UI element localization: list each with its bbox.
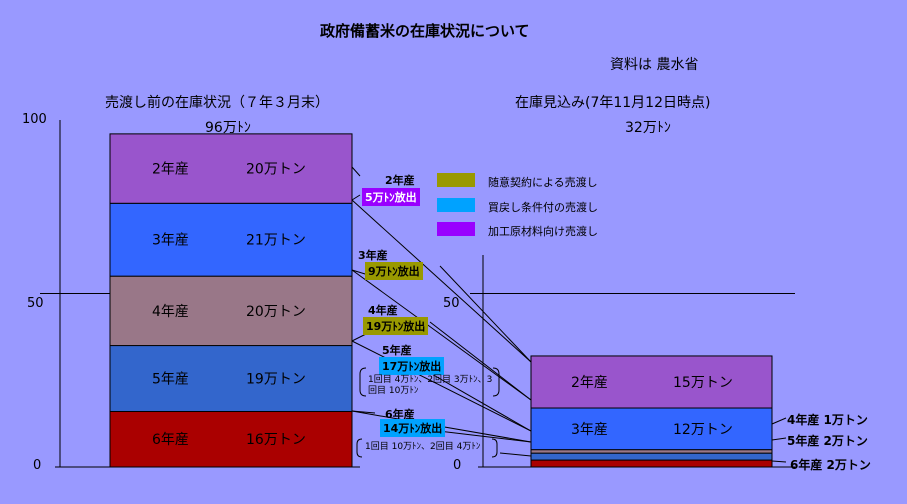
- left-bar-segment-6年産: [109, 410, 353, 468]
- connector-line-2: [351, 199, 532, 363]
- release-year-5: 5年産: [382, 344, 412, 357]
- left-chart-heading: 売渡し前の在庫状況（７年３月末）: [105, 95, 329, 111]
- right-y-tick-50: 50: [443, 296, 460, 311]
- connector-line-15: [771, 437, 787, 441]
- right-bar-segment-3年産: [530, 407, 773, 451]
- left-bar-year-6年産: 6年産: [152, 432, 189, 448]
- side-label-6nensan: 6年産 2万トン: [790, 458, 871, 472]
- left-bar-segment-3年産: [109, 202, 353, 277]
- left-bar-value-3年産: 21万トン: [246, 233, 306, 249]
- connector-line-14: [771, 417, 787, 425]
- right-bar-year-2年産: 2年産: [571, 375, 608, 391]
- left-bar-segment-2年産: [109, 133, 353, 204]
- release-detail-5: 1回目 4万ﾄﾝ、2回目 3万ﾄﾝ、3回目 10万ﾄﾝ: [368, 375, 493, 396]
- detail-bracket-right-6: [491, 438, 498, 458]
- right-bar-segment-4年産: [530, 449, 773, 454]
- left-bar-year-2年産: 2年産: [152, 162, 189, 178]
- connector-line-5: [351, 333, 367, 342]
- left-bar-value-6年産: 16万トン: [246, 432, 306, 448]
- legend-label-zuii: 随意契約による売渡し: [488, 176, 598, 189]
- left-bar-segment-5年産: [109, 345, 353, 412]
- release-year-4: 4年産: [368, 304, 398, 317]
- left-bar-year-3年産: 3年産: [152, 233, 189, 249]
- left-bar-segment-4年産: [109, 275, 353, 347]
- connector-line-0: [351, 166, 361, 177]
- legend-label-kaimodoshi: 買戻し条件付の売渡し: [488, 201, 598, 214]
- release-amount-5: 17万ﾄﾝ放出: [379, 357, 445, 375]
- connector-line-4: [351, 269, 532, 401]
- left-y-tick-50: 50: [27, 296, 44, 311]
- release-detail-6: 1回目 10万ﾄﾝ、2回目 4万ﾄﾝ: [365, 442, 481, 452]
- release-year-2: 2年産: [385, 174, 415, 187]
- right-bar-year-3年産: 3年産: [571, 422, 608, 438]
- connector-line-16: [771, 460, 787, 463]
- left-bar-value-4年産: 20万トン: [246, 304, 306, 320]
- connector-line-10: [429, 321, 532, 401]
- chart-title: 政府備蓄米の在庫状況について: [320, 22, 530, 40]
- side-label-5nensan: 5年産 2万トン: [787, 434, 868, 448]
- connector-line-1: [351, 194, 361, 201]
- legend-label-kakou: 加工原材料向け売渡し: [488, 225, 598, 238]
- right-chart-heading: 在庫見込み(7年11月12日時点): [515, 95, 711, 111]
- connector-line-9: [439, 265, 532, 363]
- release-amount-4: 19万ﾄﾝ放出: [363, 317, 429, 335]
- detail-bracket-left-5: [359, 367, 367, 397]
- left-y-tick-100: 100: [22, 112, 47, 127]
- connector-line-6: [351, 340, 532, 432]
- legend-swatch-zuii: [437, 173, 475, 187]
- source-note: 資料は 農水省: [610, 57, 699, 73]
- left-bar-value-2年産: 20万トン: [246, 162, 306, 178]
- connector-line-12: [429, 429, 532, 443]
- right-y-tick-0: 0: [453, 458, 462, 473]
- right-bar-segment-6年産: [530, 459, 773, 468]
- right-chart-total: 32万ﾄﾝ: [625, 120, 671, 136]
- right-bar-segment-2年産: [530, 355, 773, 409]
- legend-swatch-kaimodoshi: [437, 198, 475, 212]
- right-bar-segment-5年産: [530, 452, 773, 461]
- detail-bracket-left-6: [356, 438, 363, 458]
- left-bar-value-5年産: 19万トン: [246, 372, 306, 388]
- right-bar-value-3年産: 12万トン: [673, 422, 733, 438]
- left-bar-year-4年産: 4年産: [152, 304, 189, 320]
- side-label-4nensan: 4年産 1万トン: [787, 413, 868, 427]
- release-year-3: 3年産: [358, 249, 388, 262]
- connector-line-13: [499, 452, 532, 457]
- release-amount-3: 9万ﾄﾝ放出: [365, 262, 423, 280]
- right-bar-value-2年産: 15万トン: [673, 375, 733, 391]
- release-amount-6: 14万ﾄﾝ放出: [380, 419, 446, 437]
- left-chart-total: 96万ﾄﾝ: [205, 120, 251, 136]
- left-y-tick-0: 0: [33, 458, 42, 473]
- left-bar-year-5年産: 5年産: [152, 372, 189, 388]
- detail-bracket-right-5: [492, 367, 500, 397]
- legend-swatch-kakou: [437, 222, 475, 236]
- release-year-6: 6年産: [385, 408, 415, 421]
- release-amount-2: 5万ﾄﾝ放出: [362, 188, 420, 206]
- connector-line-11: [429, 372, 532, 432]
